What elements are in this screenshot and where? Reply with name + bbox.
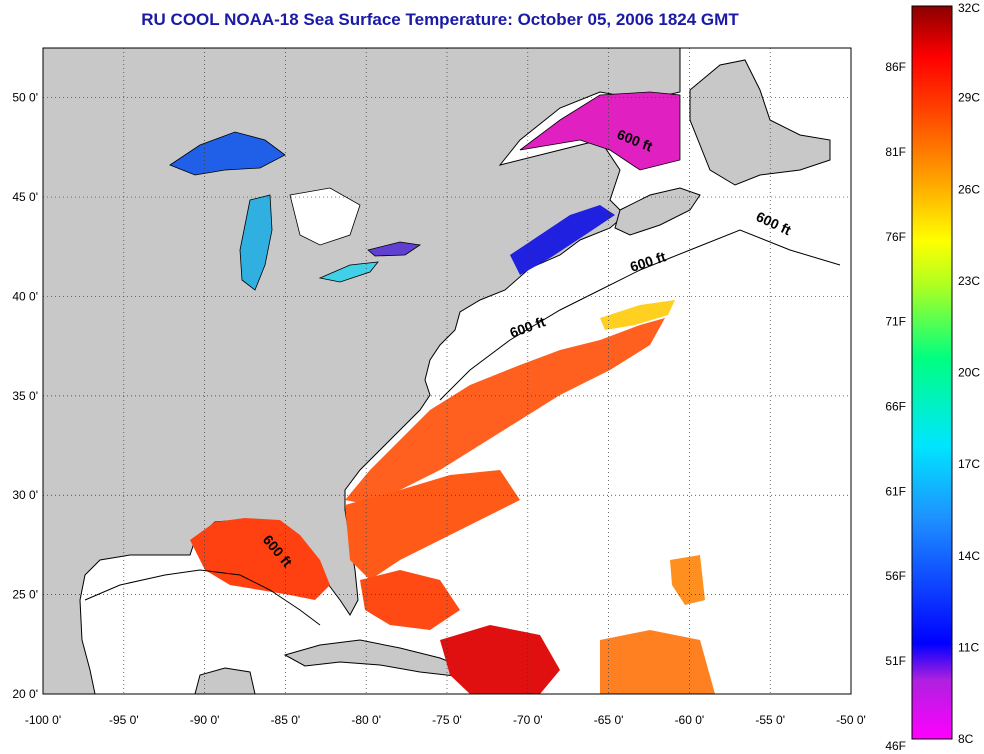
colorbar-fahrenheit-label: 51F	[885, 654, 906, 668]
atlantic-east-sst	[600, 630, 715, 694]
colorbar-celsius-label: 29C	[958, 91, 980, 105]
lake-michigan	[239, 194, 273, 291]
south-atlantic-sst	[345, 470, 520, 580]
bahamas-sst	[360, 570, 460, 630]
lon-tick-label: -65 0'	[594, 713, 624, 727]
colorbar-celsius-label: 8C	[958, 732, 974, 746]
colorbar-fahrenheit-label: 86F	[885, 60, 906, 74]
lon-tick-label: -70 0'	[513, 713, 543, 727]
colorbar-fahrenheit-labels: 86F 81F 76F 71F 66F 61F 56F 51F 46F	[885, 60, 906, 753]
gulf-stream-sst	[345, 318, 665, 505]
lon-tick-label: -75 0'	[432, 713, 462, 727]
map-frame	[42, 47, 852, 695]
lat-tick-label: 30 0'	[12, 488, 38, 502]
colorbar-celsius-label: 11C	[958, 640, 979, 654]
colorbar-fahrenheit-label: 46F	[885, 739, 906, 753]
colorbar-fahrenheit-label: 56F	[885, 569, 906, 583]
lon-tick-label: -90 0'	[190, 713, 220, 727]
nova-scotia-land	[614, 187, 701, 236]
gulf-st-lawrence-water	[519, 91, 681, 171]
newfoundland-land	[689, 59, 831, 186]
isobath-line-gulf	[84, 569, 321, 626]
atlantic-patch-sst	[670, 555, 705, 605]
lake-huron	[289, 187, 361, 246]
colorbar-fahrenheit-label: 81F	[885, 145, 906, 159]
caribbean-sst	[440, 625, 560, 694]
gulf-mexico-sst	[190, 518, 330, 600]
colorbar-celsius-label: 32C	[958, 1, 980, 15]
lat-tick-label: 25 0'	[12, 588, 38, 602]
lat-tick-label: 45 0'	[12, 190, 38, 204]
colorbar-celsius-label: 23C	[958, 274, 980, 288]
lon-tick-label: -80 0'	[351, 713, 381, 727]
colorbar-celsius-labels: 32C 29C 26C 23C 20C 17C 14C 11C 8C	[958, 1, 980, 746]
isobath-line-north	[439, 229, 841, 401]
lake-erie	[318, 261, 379, 283]
gulf-stream-yellow	[600, 300, 675, 330]
lat-tick-label: 40 0'	[12, 289, 38, 303]
colorbar-celsius-label: 14C	[958, 549, 980, 563]
lon-tick-label: -60 0'	[675, 713, 705, 727]
colorbar-celsius-label: 17C	[958, 457, 980, 471]
latitude-axis: 50 0' 45 0' 40 0' 35 0' 30 0' 25 0' 20 0'	[12, 91, 38, 701]
colorbar-celsius-label: 26C	[958, 182, 980, 196]
colorbar-fahrenheit-label: 76F	[885, 230, 906, 244]
colorbar-fahrenheit-label: 61F	[885, 484, 906, 498]
lat-tick-label: 50 0'	[12, 91, 38, 105]
st-lawrence-blue	[510, 205, 615, 275]
map-title: RU COOL NOAA-18 Sea Surface Temperature:…	[141, 10, 739, 29]
lat-tick-label: 35 0'	[12, 389, 38, 403]
colorbar-fahrenheit-label: 66F	[885, 399, 906, 413]
lon-tick-label: -55 0'	[755, 713, 785, 727]
lon-tick-label: -50 0'	[836, 713, 866, 727]
colorbar	[911, 5, 953, 740]
longitude-axis: -100 0' -95 0' -90 0' -85 0' -80 0' -75 0' -70…	[25, 713, 866, 727]
lon-tick-label: -85 0'	[271, 713, 301, 727]
lat-tick-label: 20 0'	[12, 687, 38, 701]
lake-ontario	[367, 241, 422, 257]
yucatan-land	[194, 667, 256, 694]
colorbar-celsius-label: 20C	[958, 366, 980, 380]
lon-tick-label: -95 0'	[109, 713, 139, 727]
colorbar-fahrenheit-label: 71F	[885, 315, 906, 329]
lake-superior	[169, 131, 286, 176]
lon-tick-label: -100 0'	[25, 713, 61, 727]
